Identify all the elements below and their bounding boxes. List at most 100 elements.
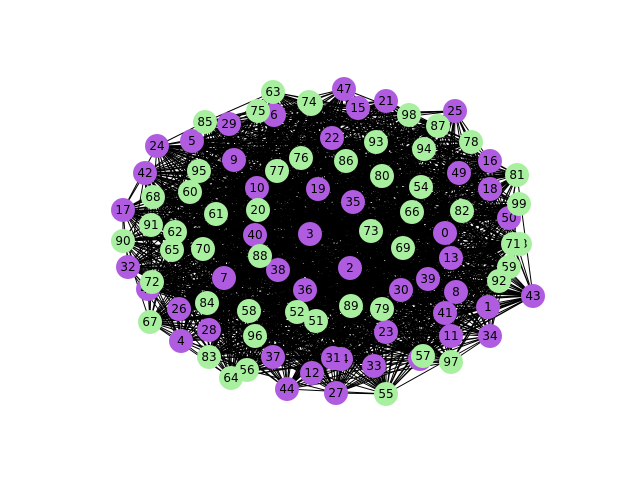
node-label: 50 xyxy=(501,211,516,225)
node xyxy=(139,213,163,237)
node xyxy=(298,222,322,246)
edge xyxy=(461,210,510,268)
node xyxy=(195,291,219,315)
edge xyxy=(381,175,452,363)
node-label: 4 xyxy=(177,334,185,348)
node xyxy=(521,284,545,308)
node-label: 78 xyxy=(463,135,478,149)
node-label: 22 xyxy=(324,131,339,145)
node-label: 94 xyxy=(416,142,431,156)
node xyxy=(297,90,321,114)
edge xyxy=(422,295,534,357)
node-label: 49 xyxy=(451,166,466,180)
node xyxy=(433,221,457,245)
edge xyxy=(257,110,383,310)
node xyxy=(374,320,398,344)
edge xyxy=(151,280,500,283)
edge xyxy=(343,88,424,357)
node xyxy=(334,149,358,173)
node-label: 83 xyxy=(201,350,216,364)
node-label: 26 xyxy=(171,302,186,316)
node-label: 74 xyxy=(301,95,316,109)
node-label: 81 xyxy=(509,168,524,182)
node xyxy=(476,295,500,319)
node-label: 64 xyxy=(223,371,238,385)
node-label: 88 xyxy=(252,249,267,263)
node xyxy=(321,346,345,370)
edge xyxy=(206,266,510,304)
node-label: 96 xyxy=(247,329,262,343)
node-label: 99 xyxy=(511,197,526,211)
edge xyxy=(450,280,500,363)
node xyxy=(187,159,211,183)
edge xyxy=(149,321,248,371)
node xyxy=(266,258,290,282)
node-label: 76 xyxy=(293,151,308,165)
node-label: 54 xyxy=(413,180,428,194)
node-label: 43 xyxy=(525,289,540,303)
node xyxy=(397,103,421,127)
node xyxy=(478,177,502,201)
node xyxy=(374,382,398,406)
node-label: 85 xyxy=(197,115,212,129)
node xyxy=(374,89,398,113)
edge xyxy=(122,240,250,312)
node-label: 68 xyxy=(145,190,160,204)
edge xyxy=(149,321,232,379)
node xyxy=(243,324,267,348)
node-label: 15 xyxy=(350,101,365,115)
node-label: 87 xyxy=(430,119,445,133)
node-label: 23 xyxy=(378,325,393,339)
node xyxy=(362,354,386,378)
edge xyxy=(208,355,424,358)
node xyxy=(389,278,413,302)
edge xyxy=(422,280,500,357)
edge xyxy=(198,110,259,172)
edge xyxy=(470,141,500,282)
node xyxy=(416,267,440,291)
node xyxy=(320,126,344,150)
node xyxy=(141,185,165,209)
node xyxy=(116,255,140,279)
node-label: 33 xyxy=(366,359,381,373)
node-label: 61 xyxy=(208,207,223,221)
edge xyxy=(208,305,352,358)
node xyxy=(222,148,246,172)
edge xyxy=(152,123,230,198)
node-label: 90 xyxy=(115,234,130,248)
node-label: 44 xyxy=(279,382,294,396)
node xyxy=(243,223,267,247)
node-label: 73 xyxy=(363,224,378,238)
node-label: 42 xyxy=(137,166,152,180)
node xyxy=(285,300,309,324)
node-label: 20 xyxy=(250,203,265,217)
node xyxy=(478,324,502,348)
node xyxy=(180,129,204,153)
edge xyxy=(215,175,383,215)
node-label: 11 xyxy=(443,329,458,343)
node-label: 47 xyxy=(336,82,351,96)
node xyxy=(111,198,135,222)
edge xyxy=(423,148,520,205)
node xyxy=(217,112,241,136)
node-label: 13 xyxy=(443,251,458,265)
node xyxy=(204,202,228,226)
edge xyxy=(171,249,261,257)
node xyxy=(433,301,457,325)
node-label: 5 xyxy=(188,134,196,148)
node xyxy=(212,266,236,290)
node xyxy=(300,361,324,385)
node-label: 77 xyxy=(269,164,284,178)
edge xyxy=(171,110,259,251)
edge xyxy=(350,247,404,307)
node-label: 63 xyxy=(265,85,280,99)
node-label: 59 xyxy=(501,260,516,274)
node xyxy=(409,175,433,199)
node xyxy=(169,329,193,353)
node xyxy=(439,246,463,270)
node-label: 98 xyxy=(401,108,416,122)
node-label: 25 xyxy=(447,104,462,118)
node xyxy=(400,200,424,224)
edge xyxy=(259,203,520,257)
